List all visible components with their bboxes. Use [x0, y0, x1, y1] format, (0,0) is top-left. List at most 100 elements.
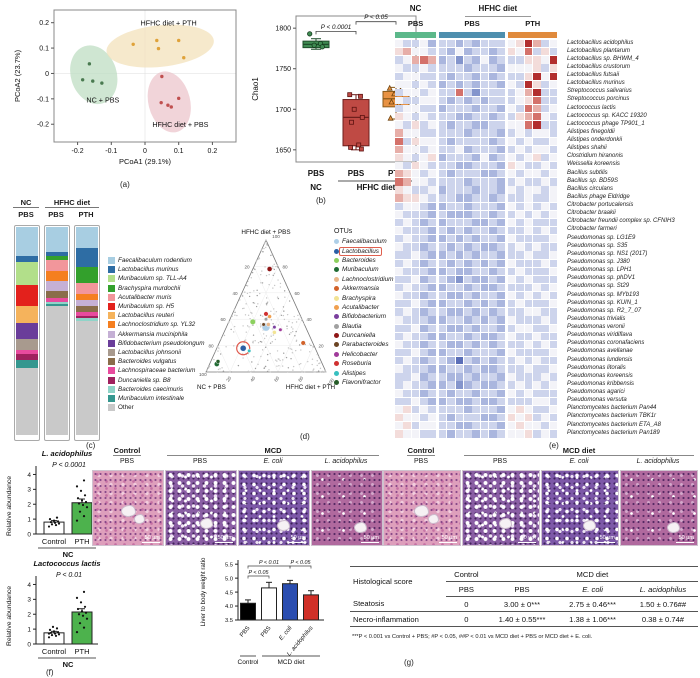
histology-score-table: Histological score Control MCD diet PBS PBS E… [350, 566, 698, 627]
svg-text:0: 0 [27, 641, 31, 648]
svg-text:100: 100 [327, 377, 336, 387]
svg-text:HFHC diet: HFHC diet [357, 183, 396, 192]
svg-text:PTH: PTH [75, 647, 90, 656]
svg-text:-0.1: -0.1 [105, 148, 117, 155]
abundance-chart-lactis: Lactococcus lactis P < 0.01 0 1 2 3 4 Control PT… [6, 559, 101, 669]
svg-text:1800: 1800 [275, 26, 291, 33]
svg-text:1750: 1750 [275, 66, 291, 73]
svg-text:NC: NC [63, 550, 74, 558]
histology-image: 50 µm [311, 470, 383, 546]
histology-image: 50 µm [620, 470, 698, 546]
svg-text:1: 1 [27, 626, 31, 633]
svg-text:P < 0.0001: P < 0.0001 [321, 24, 351, 31]
svg-text:Relative abundance: Relative abundance [6, 476, 13, 536]
svg-text:PBS: PBS [239, 625, 251, 638]
svg-text:P < 0.05: P < 0.05 [364, 14, 388, 21]
svg-text:80: 80 [208, 344, 214, 349]
panel-label-c: (c) [86, 441, 96, 450]
svg-text:Control: Control [42, 647, 67, 656]
panel-label-b: (b) [316, 196, 326, 205]
svg-text:P < 0.05: P < 0.05 [290, 560, 311, 566]
svg-text:P < 0.05: P < 0.05 [248, 570, 269, 576]
taxa-stacked-bars: NC HFHC diet PBS PBS PTH Faecalibaculum roden… [8, 198, 204, 444]
svg-text:0.2: 0.2 [208, 148, 218, 155]
svg-text:100: 100 [272, 234, 280, 239]
svg-text:40: 40 [249, 375, 256, 382]
panel-label-f: (f) [46, 668, 54, 677]
svg-text:PCoA1 (29.1%): PCoA1 (29.1%) [119, 157, 172, 166]
svg-text:0: 0 [45, 71, 49, 78]
svg-text:100: 100 [199, 372, 207, 377]
svg-text:3: 3 [27, 597, 31, 604]
histology-image: 50 µm [462, 470, 540, 546]
abundance-chart-acidophilus: L. acidophilus P < 0.0001 0 1 2 3 4 Control PTHN… [6, 449, 98, 558]
svg-text:2: 2 [27, 502, 31, 509]
panel-label-a: (a) [120, 180, 130, 189]
pcoa-plot: NC + PBS HFHC diet + PBS HFHC diet + PTH -0… [13, 9, 237, 166]
svg-text:PCoA2 (23.7%): PCoA2 (23.7%) [13, 49, 22, 102]
svg-text:1650: 1650 [275, 147, 291, 154]
histology-image: 50 µm [92, 470, 164, 546]
svg-text:P < 0.0001: P < 0.0001 [52, 462, 86, 469]
svg-text:HFHC diet + PTH: HFHC diet + PTH [286, 384, 336, 391]
svg-text:Lactococcus lactis: Lactococcus lactis [33, 559, 100, 568]
svg-text:PBS: PBS [260, 625, 272, 638]
panel-label-g: (g) [404, 658, 414, 667]
svg-text:80: 80 [297, 375, 304, 382]
svg-text:HFHC diet + PBS: HFHC diet + PBS [241, 229, 290, 236]
svg-text:0: 0 [27, 531, 31, 538]
svg-text:4.5: 4.5 [225, 590, 233, 596]
histology-image: 50 µm [165, 470, 237, 546]
svg-text:0: 0 [143, 148, 147, 155]
svg-text:E. coli: E. coli [278, 625, 294, 642]
svg-text:40: 40 [306, 317, 312, 322]
svg-text:3.5: 3.5 [225, 618, 233, 624]
svg-text:Chao1: Chao1 [251, 77, 260, 101]
svg-text:4.0: 4.0 [225, 604, 233, 610]
svg-text:NC: NC [63, 660, 74, 669]
svg-text:0.2: 0.2 [39, 20, 49, 27]
svg-text:20: 20 [244, 264, 250, 269]
svg-text:Liver to body weight ratio: Liver to body weight ratio [200, 557, 207, 626]
svg-text:3: 3 [27, 487, 31, 494]
svg-text:PBS: PBS [348, 169, 365, 178]
svg-text:PTH: PTH [75, 537, 90, 546]
svg-text:-0.2: -0.2 [37, 122, 49, 129]
histology-image: 50 µm [383, 470, 461, 546]
liver-weight-chart: 3.5 4.0 4.5 5.0 5.5 P < 0.05 P < 0.01 P < 0.05 P… [200, 557, 324, 666]
svg-text:NC: NC [310, 183, 322, 192]
svg-text:2: 2 [27, 612, 31, 619]
histology-image: 50 µm [238, 470, 310, 546]
histology-image: 50 µm [541, 470, 619, 546]
svg-text:MCD diet: MCD diet [277, 659, 304, 666]
svg-text:0.1: 0.1 [39, 46, 49, 53]
svg-text:Relative abundance: Relative abundance [6, 586, 13, 646]
svg-text:NC + PBS: NC + PBS [86, 96, 119, 105]
svg-text:Control: Control [42, 537, 67, 546]
svg-text:NC + PBS: NC + PBS [197, 384, 226, 391]
svg-text:5.5: 5.5 [225, 562, 233, 568]
svg-text:L. acidophilus: L. acidophilus [42, 449, 92, 458]
svg-text:HFHC diet + PBS: HFHC diet + PBS [152, 120, 208, 129]
table-footnote: ***P < 0.001 vs Control + PBS; #P < 0.05… [352, 634, 593, 640]
svg-text:1: 1 [27, 516, 31, 523]
svg-text:1700: 1700 [275, 107, 291, 114]
panel-label-d: (d) [300, 432, 310, 441]
svg-text:P < 0.01: P < 0.01 [259, 560, 279, 566]
svg-text:60: 60 [294, 291, 300, 296]
svg-text:80: 80 [282, 264, 288, 269]
panel-label-e: (e) [549, 441, 559, 450]
species-heatmap: NC HFHC diet PBS PBS PTH Lactobacillus acidop… [395, 2, 700, 442]
svg-text:4: 4 [27, 472, 31, 479]
svg-text:60: 60 [273, 375, 280, 382]
svg-text:5.0: 5.0 [225, 576, 233, 582]
svg-text:Control: Control [238, 659, 260, 666]
svg-text:-0.1: -0.1 [37, 96, 49, 103]
taxa-legend: Faecalibaculum rodentium Lactobacillus mu… [108, 256, 204, 412]
otus-legend: OTUs Faecalibaculum Lactobacillus Bacteroid… [334, 228, 394, 387]
svg-text:P < 0.01: P < 0.01 [56, 572, 82, 579]
svg-text:HFHC diet + PTH: HFHC diet + PTH [141, 19, 197, 28]
svg-text:60: 60 [220, 317, 226, 322]
